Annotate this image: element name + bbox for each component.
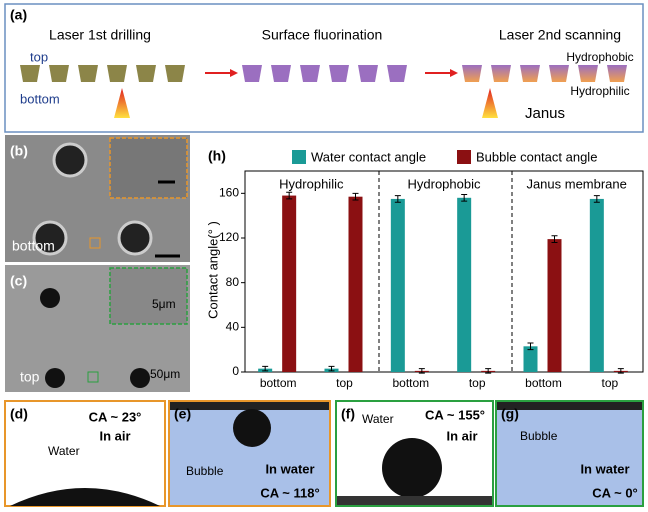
- scale-label: 5μm: [152, 297, 176, 311]
- side-label: top: [20, 369, 40, 385]
- ca-label: CA ~ 155°: [425, 407, 485, 422]
- bar: [457, 198, 471, 372]
- pore: [40, 288, 60, 308]
- group-label: Hydrophobic: [408, 176, 481, 191]
- panel-label: (g): [501, 406, 519, 422]
- bubble: [233, 409, 271, 447]
- figure-canvas: (a) Laser 1st drilling Surface fluorinat…: [0, 0, 648, 507]
- step-label: Laser 1st drilling: [49, 27, 151, 43]
- drop-label: Bubble: [520, 429, 558, 443]
- panel-label: (a): [10, 7, 27, 23]
- membrane-segment: [165, 65, 185, 82]
- droplet: [382, 438, 442, 498]
- panel-label: (f): [341, 406, 355, 422]
- y-tick-label: 40: [226, 320, 240, 334]
- panel-label: (e): [174, 406, 191, 422]
- step-label: Laser 2nd scanning: [499, 27, 621, 43]
- inset: [110, 138, 187, 198]
- side-label: bottom: [20, 91, 60, 106]
- membrane-segment: [20, 65, 40, 82]
- membrane-segment: [49, 65, 69, 82]
- legend-label: Water contact angle: [311, 149, 426, 164]
- membrane-segment: [520, 65, 540, 82]
- bar: [548, 239, 562, 372]
- medium-label: In water: [265, 461, 314, 476]
- drop-label: Water: [48, 444, 80, 458]
- membrane-segment: [107, 65, 127, 82]
- x-tick-label: bottom: [392, 376, 429, 390]
- membrane-segment: [387, 65, 407, 82]
- y-tick-label: 0: [232, 364, 239, 378]
- legend-swatch: [292, 150, 306, 164]
- step-label: Surface fluorination: [262, 27, 383, 43]
- membrane-segment: [462, 65, 482, 82]
- membrane-segment: [578, 65, 598, 82]
- membrane-segment: [607, 65, 627, 82]
- ca-label: CA ~ 118°: [260, 485, 319, 500]
- side-label: top: [30, 49, 48, 64]
- side-label: bottom: [12, 238, 55, 254]
- annotation: Hydrophilic: [570, 84, 629, 98]
- annotation: Hydrophobic: [566, 50, 633, 64]
- membrane-segment: [491, 65, 511, 82]
- membrane-segment: [358, 65, 378, 82]
- medium-label: In air: [99, 428, 130, 443]
- drop-label: Bubble: [186, 464, 224, 478]
- x-tick-label: bottom: [525, 376, 562, 390]
- pore: [130, 368, 150, 388]
- membrane-segment: [271, 65, 291, 82]
- membrane-segment: [300, 65, 320, 82]
- ca-label: CA ~ 23°: [89, 409, 142, 424]
- y-tick-label: 160: [219, 186, 239, 200]
- bar: [349, 197, 363, 372]
- panel-label: (h): [208, 148, 226, 164]
- medium-label: In water: [580, 461, 629, 476]
- drop-label: Water: [362, 412, 394, 426]
- figure: (a) Laser 1st drilling Surface fluorinat…: [0, 0, 648, 507]
- membrane-segment: [329, 65, 349, 82]
- x-tick-label: bottom: [260, 376, 297, 390]
- bar: [391, 199, 405, 372]
- bar: [524, 346, 538, 372]
- legend-label: Bubble contact angle: [476, 149, 597, 164]
- plot-frame: [245, 171, 643, 372]
- surface: [337, 496, 492, 505]
- y-tick-label: 80: [226, 275, 240, 289]
- panel-label: (c): [10, 273, 27, 289]
- x-tick-label: top: [601, 376, 618, 390]
- bar: [590, 199, 604, 372]
- scale-label: 50μm: [150, 367, 180, 381]
- annotation: Janus: [525, 105, 565, 122]
- inset: [110, 268, 187, 324]
- panel-label: (b): [10, 143, 28, 159]
- bar: [282, 196, 296, 372]
- membrane-segment: [549, 65, 569, 82]
- surface: [170, 402, 329, 410]
- medium-label: In air: [446, 428, 477, 443]
- group-label: Janus membrane: [526, 176, 626, 191]
- pore: [54, 144, 86, 176]
- legend-swatch: [457, 150, 471, 164]
- membrane-segment: [136, 65, 156, 82]
- membrane-segment: [242, 65, 262, 82]
- x-tick-label: top: [469, 376, 486, 390]
- pore: [45, 368, 65, 388]
- membrane-segment: [78, 65, 98, 82]
- y-tick-label: 120: [219, 230, 239, 244]
- panel-label: (d): [10, 406, 28, 422]
- pore: [119, 222, 151, 254]
- ca-label: CA ~ 0°: [592, 485, 638, 500]
- group-label: Hydrophilic: [279, 176, 344, 191]
- x-tick-label: top: [336, 376, 353, 390]
